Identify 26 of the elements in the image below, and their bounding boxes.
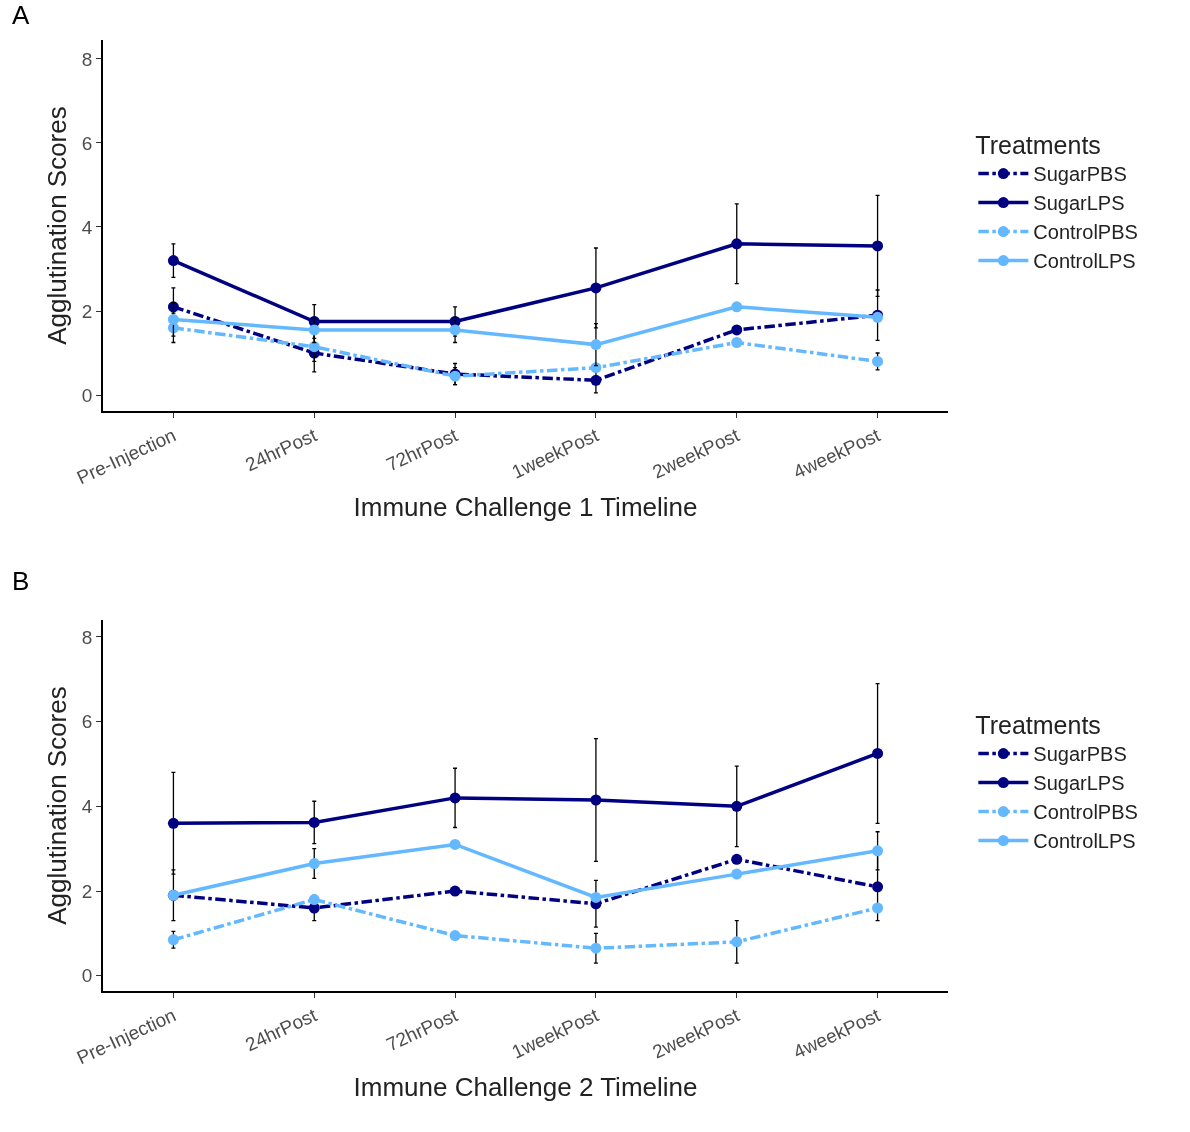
y-tick-label: 4 (81, 216, 93, 238)
legend-label: SugarLPS (1033, 192, 1125, 215)
x-axis-title: Immune Challenge 1 Timeline (353, 491, 698, 522)
y-tick-label: 4 (81, 796, 93, 817)
y-tick-label: 0 (81, 965, 93, 987)
legend-label: ControlPBS (1033, 221, 1138, 244)
legend-label: SugarLPS (1033, 772, 1125, 795)
chart-title: B (11, 565, 30, 596)
y-tick-label: 6 (81, 711, 93, 733)
y-tick-label: 8 (81, 48, 93, 70)
legend-label: ControlLPS (1033, 250, 1136, 273)
y-tick-label: 6 (81, 132, 93, 154)
y-tick-label: 2 (81, 880, 93, 902)
y-axis-title: Agglutination Scores (41, 106, 72, 345)
legend-label: SugarPBS (1033, 743, 1127, 766)
y-tick-label: 2 (81, 300, 93, 322)
legend-title: Treatments (975, 131, 1101, 160)
chart-title: A (11, 0, 30, 30)
legend-label: ControlLPS (1033, 830, 1136, 853)
legend-title: Treatments (975, 711, 1101, 740)
legend-label: ControlPBS (1033, 801, 1138, 824)
y-axis-title: Agglutination Scores (41, 686, 72, 925)
legend-label: SugarPBS (1033, 163, 1127, 186)
y-tick-label: 8 (81, 626, 93, 648)
y-tick-label: 0 (81, 384, 93, 406)
x-axis-title: Immune Challenge 2 Timeline (353, 1071, 698, 1102)
